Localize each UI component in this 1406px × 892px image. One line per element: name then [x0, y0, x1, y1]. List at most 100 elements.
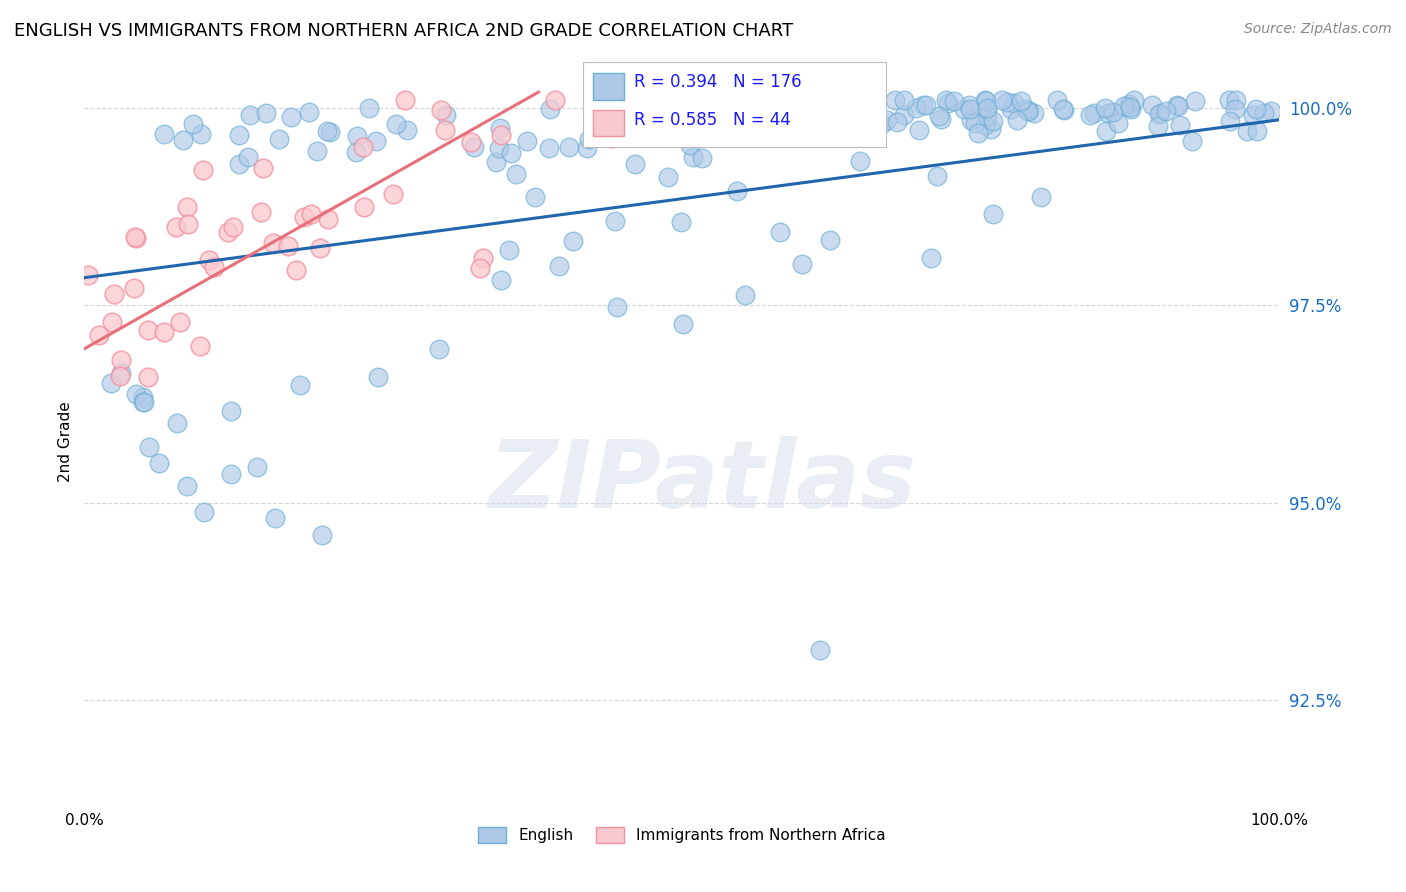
Point — [647, 129, 669, 144]
Point — [316, 123, 339, 137]
Point — [825, 101, 848, 115]
Point — [1218, 93, 1240, 107]
Point — [905, 101, 928, 115]
Point — [679, 137, 702, 152]
Point — [1094, 101, 1116, 115]
Point — [1112, 99, 1135, 113]
Point — [124, 230, 146, 244]
Point — [172, 133, 194, 147]
Point — [973, 118, 995, 132]
Point — [935, 93, 957, 107]
Point — [1170, 118, 1192, 132]
Point — [682, 150, 704, 164]
Point — [385, 117, 408, 131]
Point — [963, 116, 986, 130]
Point — [671, 215, 693, 229]
Point — [489, 128, 512, 142]
Point — [818, 234, 841, 248]
Point — [344, 145, 367, 160]
Point — [103, 287, 125, 301]
Point — [108, 368, 131, 383]
Point — [346, 129, 368, 144]
Point — [353, 200, 375, 214]
Point — [488, 141, 510, 155]
Text: ENGLISH VS IMMIGRANTS FROM NORTHERN AFRICA 2ND GRADE CORRELATION CHART: ENGLISH VS IMMIGRANTS FROM NORTHERN AFRI… — [14, 22, 793, 40]
Point — [943, 95, 966, 109]
Point — [136, 323, 159, 337]
Point — [110, 366, 132, 380]
Point — [703, 121, 725, 136]
Point — [357, 101, 380, 115]
Point — [181, 117, 204, 131]
Point — [672, 317, 695, 331]
Point — [1053, 103, 1076, 117]
Point — [776, 100, 799, 114]
Point — [766, 93, 789, 107]
Point — [659, 128, 682, 143]
Point — [657, 169, 679, 184]
Point — [1018, 104, 1040, 119]
Point — [433, 123, 456, 137]
Point — [470, 261, 492, 276]
Point — [605, 213, 627, 227]
Point — [460, 135, 482, 149]
Point — [148, 456, 170, 470]
Point — [138, 440, 160, 454]
Point — [256, 105, 278, 120]
Point — [124, 231, 146, 245]
Point — [808, 643, 831, 657]
Point — [915, 98, 938, 112]
Point — [166, 416, 188, 430]
Point — [77, 268, 100, 282]
Point — [505, 167, 527, 181]
Point — [725, 184, 748, 198]
Point — [1014, 103, 1036, 117]
Point — [198, 252, 221, 267]
Point — [1097, 106, 1119, 120]
Point — [893, 93, 915, 107]
Point — [132, 391, 155, 405]
Point — [1052, 102, 1074, 116]
Point — [872, 117, 894, 131]
Point — [884, 93, 907, 107]
Point — [471, 251, 494, 265]
Point — [853, 93, 876, 107]
Point — [995, 95, 1018, 109]
Point — [953, 102, 976, 116]
Point — [852, 128, 875, 143]
Point — [838, 109, 860, 123]
Point — [219, 467, 242, 482]
Point — [176, 200, 198, 214]
Point — [190, 128, 212, 142]
Point — [1225, 93, 1247, 107]
Point — [191, 163, 214, 178]
Point — [1118, 96, 1140, 111]
Point — [262, 235, 284, 250]
Point — [193, 505, 215, 519]
Point — [1101, 105, 1123, 120]
Text: Source: ZipAtlas.com: Source: ZipAtlas.com — [1244, 22, 1392, 37]
Point — [716, 100, 738, 114]
Point — [307, 145, 329, 159]
Point — [720, 121, 742, 136]
Point — [228, 128, 250, 142]
Point — [1022, 106, 1045, 120]
Point — [582, 105, 605, 120]
Point — [319, 125, 342, 139]
Point — [1142, 98, 1164, 112]
Point — [976, 110, 998, 124]
Point — [538, 141, 561, 155]
Point — [202, 260, 225, 274]
Point — [1000, 102, 1022, 116]
Point — [690, 151, 713, 165]
Point — [1123, 93, 1146, 107]
Point — [578, 132, 600, 146]
Point — [1121, 102, 1143, 116]
Point — [122, 281, 145, 295]
Point — [1167, 99, 1189, 113]
Point — [132, 394, 155, 409]
Point — [188, 339, 211, 353]
Point — [789, 116, 811, 130]
Point — [1005, 113, 1028, 128]
Point — [759, 93, 782, 107]
